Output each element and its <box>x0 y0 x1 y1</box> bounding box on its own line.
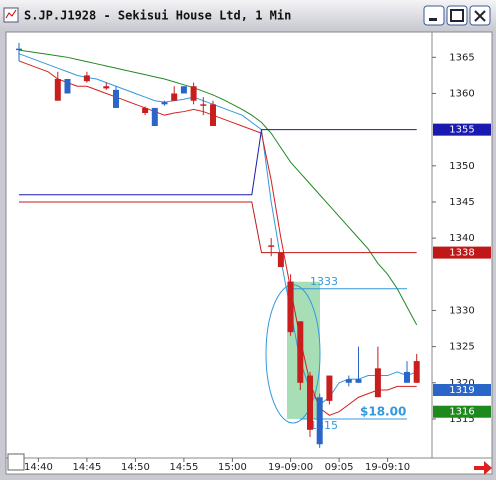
close-button[interactable] <box>469 5 491 26</box>
y-tick-label: 1340 <box>449 233 474 244</box>
maximize-button[interactable] <box>446 5 468 26</box>
indicator-line <box>18 49 418 326</box>
minimize-button[interactable] <box>423 5 445 26</box>
app-icon <box>3 7 19 23</box>
measure-amount: $18.00 <box>360 404 406 418</box>
x-tick-label: 19-09:00 <box>268 462 313 473</box>
candle-body <box>316 397 323 445</box>
candle-body <box>171 93 178 101</box>
candle-body <box>268 245 275 247</box>
price-label: 1338 <box>449 248 474 259</box>
indicator-line <box>18 60 417 416</box>
candle-body <box>180 86 187 94</box>
x-tick-label: 19-09:10 <box>365 462 410 473</box>
price-label: 1316 <box>449 407 474 418</box>
candle-body <box>142 107 149 114</box>
candle-body <box>210 104 216 127</box>
time-axis <box>5 457 493 475</box>
candle-body <box>161 102 168 105</box>
candle-body <box>404 371 410 383</box>
y-tick-label: 1350 <box>449 161 474 172</box>
plot-area <box>5 31 433 459</box>
x-tick-label: 15:00 <box>218 462 247 473</box>
price-label-box <box>433 405 491 418</box>
candle-body <box>374 368 381 398</box>
candle-body <box>345 379 352 383</box>
window-title: S.JP.J1928 - Sekisui House Ltd, 1 Min <box>24 9 291 23</box>
x-tick-label: 14:50 <box>121 462 150 473</box>
price-label: 1319 <box>449 385 474 396</box>
candle-body <box>16 48 22 51</box>
x-tick-label: 14:40 <box>24 462 53 473</box>
candle-body <box>113 89 119 108</box>
candle-body <box>287 281 294 333</box>
y-tick-label: 1365 <box>449 52 474 63</box>
candle-body <box>190 86 197 101</box>
candle-body <box>83 75 90 82</box>
price-label: 1355 <box>449 125 474 136</box>
y-tick-label: 1345 <box>449 197 474 208</box>
candle-body <box>54 79 61 101</box>
price-label-box <box>433 246 491 259</box>
price-label-box <box>433 123 491 136</box>
indicator-line <box>19 129 417 196</box>
candle-body <box>200 104 207 106</box>
title-bar <box>0 0 496 30</box>
x-tick-label: 14:55 <box>169 462 198 473</box>
x-tick-label: 14:45 <box>72 462 101 473</box>
y-tick-label: 1315 <box>449 414 474 425</box>
candle-body <box>151 107 158 127</box>
candle-body <box>277 252 284 268</box>
candle-body <box>307 375 313 430</box>
candle-body <box>103 86 110 89</box>
corner-box <box>7 453 25 471</box>
y-tick-label: 1330 <box>449 305 474 316</box>
y-tick-label: 1325 <box>449 342 474 353</box>
candle-body <box>413 361 420 383</box>
price-label-box <box>433 384 491 397</box>
indicator-line <box>19 201 417 254</box>
y-tick-label: 1320 <box>449 378 474 389</box>
candle-body <box>326 375 333 401</box>
y-tick-label: 1360 <box>449 88 474 99</box>
scroll-arrow[interactable] <box>474 461 492 475</box>
candle-body <box>297 321 304 383</box>
measure-high-label: 1333 <box>310 275 338 288</box>
x-tick-label: 09:05 <box>325 462 354 473</box>
candle-body <box>355 379 362 383</box>
candle-body <box>64 79 71 94</box>
measure-low-label: 1315 <box>310 419 338 432</box>
